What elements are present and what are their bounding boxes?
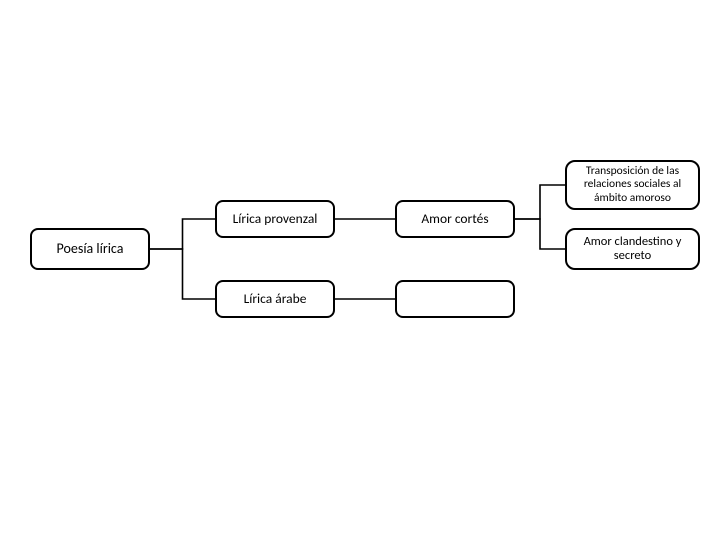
edge-amor_cortes-clandestino xyxy=(515,219,565,249)
node-transposicion: Transposición de las relaciones sociales… xyxy=(565,160,700,210)
node-arabe: Lírica árabe xyxy=(215,280,335,318)
node-amor-cortes: Amor cortés xyxy=(395,200,515,238)
edge-root-provenzal xyxy=(150,219,215,249)
node-transposicion-label: Transposición de las relaciones sociales… xyxy=(567,165,698,205)
connectors-layer xyxy=(0,0,720,540)
node-root: Poesía lírica xyxy=(30,228,150,270)
node-clandestino: Amor clandestino y secreto xyxy=(565,228,700,270)
node-empty xyxy=(395,280,515,318)
node-amor-cortes-label: Amor cortés xyxy=(421,211,488,227)
node-arabe-label: Lírica árabe xyxy=(244,291,307,307)
node-provenzal: Lírica provenzal xyxy=(215,200,335,238)
node-root-label: Poesía lírica xyxy=(57,241,124,257)
node-provenzal-label: Lírica provenzal xyxy=(233,211,318,227)
edge-amor_cortes-transposicion xyxy=(515,185,565,219)
edge-root-arabe xyxy=(150,249,215,299)
node-clandestino-label: Amor clandestino y secreto xyxy=(567,235,698,264)
